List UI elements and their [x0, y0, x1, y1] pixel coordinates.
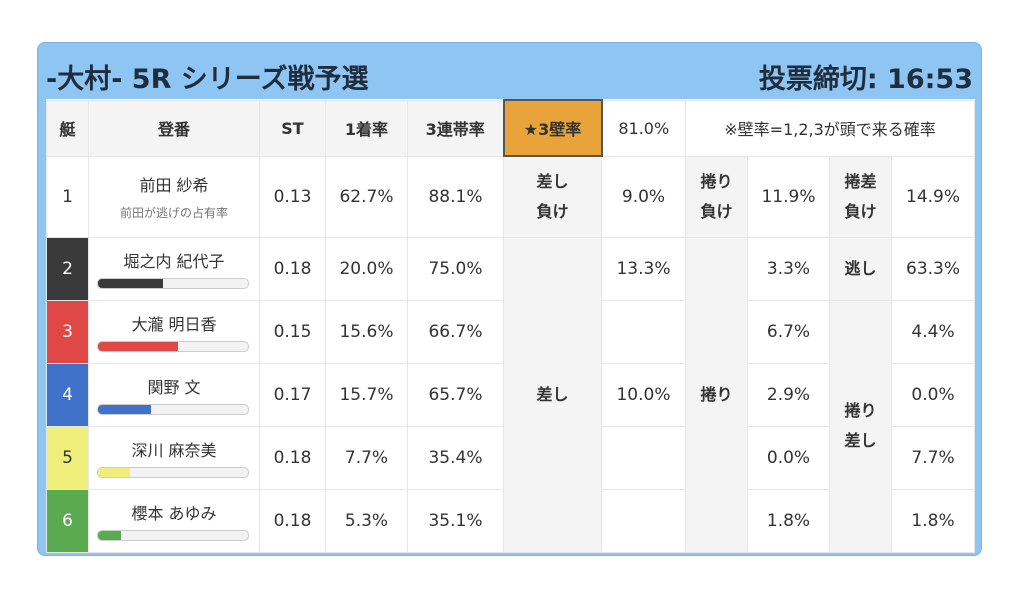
bar-fill — [98, 342, 178, 351]
stat-win: 5.3% — [325, 488, 408, 553]
sashi-value — [601, 425, 686, 490]
header-row: 艇登番 ST 1着率 3連帯率 ★3壁率 81.0% ※壁率=1,2,3が頭で来る確率 — [46, 99, 976, 157]
nige-label: 逃し — [829, 236, 892, 301]
race-card: -大村- 5R シリーズ戦予選 投票締切: 16:53 艇登番 ST 1着率 3連帯率… — [37, 42, 982, 556]
deadline: 投票締切: 16:53 — [758, 64, 973, 95]
bar-track — [97, 341, 249, 352]
makuri-label: 捲り — [685, 236, 748, 553]
racer-note: 前田が逃げの占有率 — [119, 206, 228, 220]
row: 5 深川 麻奈美 0.18 7.7% 35.4% 0.0% 7.7% — [46, 425, 976, 490]
wall-cell: 11.9% — [747, 155, 830, 238]
row: 1 前田 紗希 前田が逃げの占有率 0.13 62.7% 88.1% 差し 負け 9.0% 捲り… — [46, 155, 976, 238]
bar-fill — [98, 531, 121, 540]
racer-cell: 櫻本 あゆみ — [88, 488, 260, 553]
column-header: 艇 — [46, 99, 89, 157]
makurisashi-value: 7.7% — [890, 425, 976, 490]
row: 6 櫻本 あゆみ 0.18 5.3% 35.1% 1.8% 1.8% — [46, 488, 976, 553]
boat-number: 3 — [46, 299, 89, 364]
stat-st: 0.17 — [259, 362, 326, 427]
stat-top3: 75.0% — [407, 236, 504, 301]
bar-track — [97, 530, 249, 541]
column-header: 登番 — [88, 99, 260, 157]
stat-top3: 65.7% — [407, 362, 504, 427]
race-title: -大村- 5R シリーズ戦予選 — [46, 64, 369, 95]
stat-top3: 88.1% — [407, 155, 504, 238]
racer-cell: 堀之内 紀代子 — [88, 236, 260, 301]
stat-top3: 66.7% — [407, 299, 504, 364]
wall-cell: 捲差 負け — [829, 155, 892, 238]
wall-cell: 差し 負け — [503, 155, 602, 238]
column-header: ★3壁率 — [502, 99, 603, 157]
row: 4 関野 文 0.17 15.7% 65.7% 10.0% 2.9% 0.0% — [46, 362, 976, 427]
row: 2 堀之内 紀代子 0.18 20.0% 75.0% 差し 13.3% 捲り 3.3% 逃し 63.… — [46, 236, 976, 553]
wall-cell: 9.0% — [601, 155, 686, 238]
stat-st: 0.18 — [259, 425, 326, 490]
bar-track — [97, 467, 249, 478]
racer-name: 堀之内 紀代子 — [123, 252, 225, 271]
boat-number: 6 — [46, 488, 89, 553]
makurisashi-value: 4.4% — [890, 299, 976, 364]
stat-st: 0.18 — [259, 488, 326, 553]
column-header: 1着率 — [325, 99, 408, 157]
makuri-value: 3.3% — [747, 236, 830, 301]
stats-table: 艇登番 ST 1着率 3連帯率 ★3壁率 81.0% ※壁率=1,2,3が頭で来る確率 1 前田… — [46, 99, 976, 553]
stat-win: 15.6% — [325, 299, 408, 364]
bar-track — [97, 278, 249, 289]
column-header: ※壁率=1,2,3が頭で来る確率 — [684, 99, 976, 157]
column-header: ST — [259, 99, 326, 157]
stat-win: 62.7% — [325, 155, 408, 238]
boat-number: 5 — [46, 425, 89, 490]
bar-fill — [98, 279, 163, 288]
stat-top3: 35.4% — [407, 425, 504, 490]
racer-name: 櫻本 あゆみ — [131, 504, 217, 523]
boat-number: 4 — [46, 362, 89, 427]
makuri-value: 0.0% — [747, 425, 830, 490]
sashi-value — [601, 488, 686, 553]
bar-track — [97, 404, 249, 415]
stat-win: 7.7% — [325, 425, 408, 490]
column-header: 81.0% — [601, 99, 686, 157]
racer-cell: 前田 紗希前田が逃げの占有率 — [88, 155, 260, 238]
makurisashi-value: 0.0% — [890, 362, 976, 427]
racer-name: 大瀧 明日香 — [131, 315, 217, 334]
bar-fill — [98, 405, 151, 414]
racer-name: 前田 紗希 — [139, 176, 209, 195]
column-header: 3連帯率 — [407, 99, 504, 157]
stat-st: 0.13 — [259, 155, 326, 238]
makuri-value: 1.8% — [747, 488, 830, 553]
sashi-label: 差し — [503, 236, 602, 553]
row: 3 大瀧 明日香 0.15 15.6% 66.7% 6.7% 捲り 差し 4.4% — [46, 299, 976, 553]
nige-value: 63.3% — [890, 236, 976, 301]
stat-win: 15.7% — [325, 362, 408, 427]
makuri-value: 6.7% — [747, 299, 830, 364]
sashi-value — [601, 299, 686, 364]
bar-fill — [98, 468, 130, 477]
racer-cell: 深川 麻奈美 — [88, 425, 260, 490]
wall-cell: 捲り 負け — [685, 155, 748, 238]
racer-name: 深川 麻奈美 — [131, 441, 217, 460]
racer-name: 関野 文 — [147, 378, 201, 397]
stat-win: 20.0% — [325, 236, 408, 301]
stat-st: 0.15 — [259, 299, 326, 364]
makurisashi-value: 1.8% — [890, 488, 976, 553]
sashi-value: 13.3% — [601, 236, 686, 301]
boat-number: 2 — [46, 236, 89, 301]
sashi-value: 10.0% — [601, 362, 686, 427]
wall-cell: 14.9% — [890, 155, 976, 238]
racer-cell: 関野 文 — [88, 362, 260, 427]
racer-cell: 大瀧 明日香 — [88, 299, 260, 364]
boat-number: 1 — [46, 155, 89, 238]
stat-top3: 35.1% — [407, 488, 504, 553]
makuri-value: 2.9% — [747, 362, 830, 427]
makurisashi-label: 捲り 差し — [829, 299, 892, 553]
stat-st: 0.18 — [259, 236, 326, 301]
